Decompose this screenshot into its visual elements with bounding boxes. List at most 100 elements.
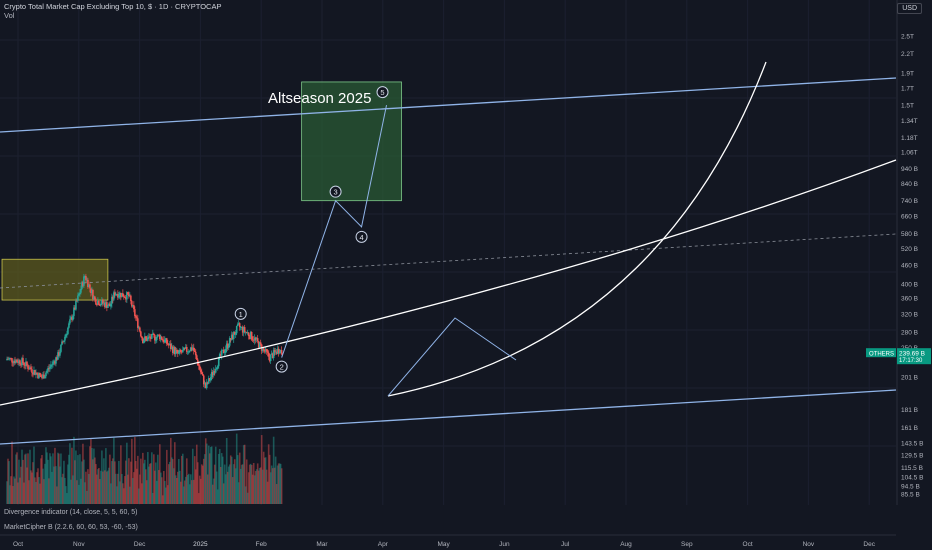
candle-body	[32, 372, 34, 375]
candle-body	[92, 289, 94, 300]
time-tick-label: Nov	[803, 541, 815, 548]
candle-body	[180, 351, 183, 353]
candle-body	[269, 354, 272, 362]
candle-body	[243, 327, 246, 332]
candle-body	[147, 337, 149, 341]
volume-bar	[161, 477, 163, 504]
volume-bar	[101, 450, 103, 504]
candle-body	[139, 327, 141, 332]
volume-bar	[187, 473, 190, 504]
volume-bar	[160, 472, 162, 504]
candle-body	[195, 355, 198, 360]
volume-bar	[43, 479, 45, 504]
price-tick-label: 1.34T	[901, 118, 918, 125]
marketcipher-indicator-label[interactable]: MarketCipher B (2.2.6, 60, 60, 53, -60, …	[4, 524, 138, 531]
volume-bar	[114, 461, 116, 504]
candle-body	[186, 351, 189, 353]
volume-bar	[267, 444, 270, 504]
volume-bar	[171, 459, 174, 504]
candle-body	[108, 303, 110, 306]
candle-body	[45, 372, 47, 377]
candle-body	[102, 299, 104, 304]
candle-body	[86, 279, 88, 281]
candle-body	[25, 361, 27, 367]
candle-body	[136, 317, 138, 319]
volume-bar	[55, 466, 57, 504]
candle-body	[208, 378, 211, 381]
volume-bar	[166, 449, 168, 504]
candle-body	[138, 327, 140, 329]
candle-body	[209, 377, 212, 381]
candle-body	[50, 365, 52, 367]
candle-body	[201, 374, 204, 376]
volume-bar	[227, 466, 230, 504]
volume-bar	[158, 470, 160, 504]
volume-bar	[200, 464, 203, 504]
volume-bar	[39, 483, 41, 504]
candle-body	[47, 368, 49, 371]
candle-body	[129, 295, 131, 297]
candle-body	[141, 336, 143, 338]
time-tick-label: May	[437, 541, 450, 548]
candle-body	[83, 276, 85, 286]
volume-bar	[179, 481, 182, 504]
candle-body	[167, 343, 169, 345]
price-tick-label: 115.5 B	[901, 465, 923, 472]
candle-body	[212, 370, 215, 375]
candle-body	[274, 351, 277, 353]
wave-marker	[355, 230, 368, 243]
volume-bar	[104, 470, 106, 504]
candles	[6, 273, 283, 390]
volume-bar	[36, 472, 38, 504]
price-tick-label: 940 B	[901, 166, 918, 173]
price-axis[interactable]: 2.5T 2.2T 1.9T 1.7T 1.5T 1.34T 1.18T 1.06T 940 B…	[896, 0, 932, 550]
candle-body	[117, 294, 119, 298]
volume-bar	[80, 478, 82, 504]
lower-channel-line	[0, 389, 897, 445]
volume-bar	[93, 448, 95, 504]
last-price-label: 239.69 B	[899, 351, 925, 358]
candle-body	[279, 350, 282, 353]
volume-bar	[201, 465, 204, 504]
candle-body	[277, 348, 280, 354]
candle-body	[10, 358, 12, 359]
volume-bar	[253, 475, 256, 504]
last-price-tag: OTHERS 239.69 B17:17:30	[866, 348, 931, 365]
candle-body	[58, 352, 60, 356]
candle-body	[23, 363, 25, 366]
candle-body	[76, 300, 78, 302]
volume-bar	[126, 442, 128, 504]
volume-bar	[64, 477, 66, 504]
candle-body	[163, 339, 165, 343]
candle-body	[259, 342, 262, 345]
volume-bar	[280, 468, 283, 504]
candle-body	[218, 354, 221, 357]
volume-bar	[150, 463, 152, 504]
candle-body	[56, 357, 58, 360]
candle-body	[35, 372, 37, 375]
candle-body	[238, 323, 241, 328]
volume-bar	[75, 450, 77, 504]
candle-body	[253, 337, 256, 341]
candle-body	[17, 361, 19, 364]
candle-body	[266, 351, 269, 353]
volume-bar	[120, 445, 122, 504]
volume-bar	[121, 474, 123, 504]
candle-body	[49, 366, 51, 369]
divergence-indicator-label[interactable]: Divergence indicator (14, close, 5, 5, 6…	[4, 509, 138, 516]
time-tick-label: Nov	[73, 541, 85, 548]
time-axis[interactable]: Oct Nov Dec 2025 Feb Mar Apr May Jun Jul Aug Sep Oct…	[0, 534, 896, 548]
price-tick-label: 520 B	[901, 246, 918, 253]
currency-button[interactable]: USD	[897, 3, 922, 14]
volume-bar	[110, 483, 112, 504]
candle-body	[48, 368, 50, 369]
volume-bar	[49, 453, 51, 504]
candle-body	[87, 279, 89, 288]
volume-bar	[228, 464, 231, 504]
candle-body	[93, 296, 95, 300]
candle-body	[22, 358, 24, 364]
volume-bar	[169, 437, 172, 504]
candle-body	[264, 348, 267, 352]
candle-body	[233, 332, 236, 335]
